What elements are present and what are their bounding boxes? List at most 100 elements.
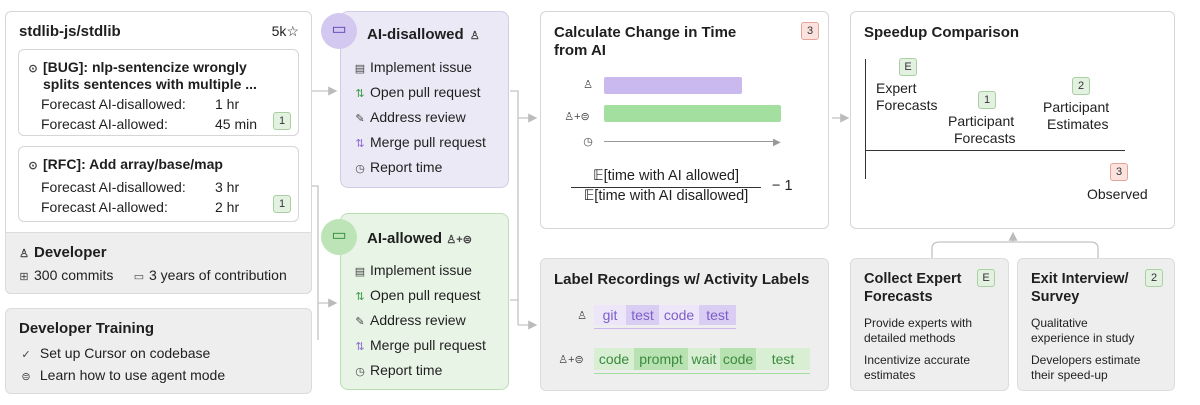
- clock-icon: ◷: [355, 163, 365, 175]
- document-icon: ▤: [354, 63, 366, 75]
- exit-interview-card: Exit Interview/ Survey 2 Qualitative exp…: [1017, 258, 1175, 391]
- activity-segment: code: [720, 348, 756, 370]
- forecast-allowed-value: 2 hr: [215, 199, 240, 215]
- star-icon: ☆: [286, 23, 299, 39]
- person-icon: ♙: [577, 310, 587, 322]
- time-axis: [604, 141, 776, 142]
- speedup-comparison-card: Speedup Comparison E Expert Forecasts 1 …: [850, 11, 1175, 229]
- exit-card-text: their speed-up: [1031, 368, 1108, 382]
- activity-axis: [594, 373, 810, 374]
- clock-icon: ◷: [355, 366, 365, 378]
- step-review: ✎ Address review: [353, 109, 465, 125]
- person-robot-icon: ♙+⊜: [446, 234, 472, 246]
- label-recordings-title: Label Recordings w/ Activity Labels: [554, 271, 810, 288]
- forecast-disallowed-label: Forecast AI-disallowed:: [41, 179, 186, 195]
- step-badge: E: [977, 269, 995, 287]
- person-icon: ♙: [469, 30, 480, 42]
- robot-icon: ⊜: [21, 371, 31, 383]
- calendar-icon: ▭: [133, 271, 145, 283]
- issue-title: ⊙ [RFC]: Add array/base/map: [26, 156, 223, 172]
- developer-title: ♙ Developer: [17, 244, 106, 261]
- person-icon: ♙: [19, 248, 29, 260]
- laptop-icon: ▭: [321, 13, 357, 49]
- pull-request-icon: ⇅: [355, 88, 365, 100]
- expert-badge: E: [899, 58, 917, 76]
- laptop-icon: ▭: [321, 219, 357, 255]
- person-robot-icon: ♙+⊜: [558, 354, 584, 366]
- step-badge: 1: [273, 195, 291, 213]
- activity-segment: prompt: [634, 348, 688, 370]
- exit-card-text: Developers estimate: [1031, 353, 1141, 367]
- activity-segment: test: [699, 305, 736, 325]
- edit-icon: ✎: [355, 316, 365, 328]
- forecast-disallowed-value: 3 hr: [215, 179, 240, 195]
- forecast-disallowed-label: Forecast AI-disallowed:: [41, 96, 186, 112]
- y-axis: [865, 59, 866, 179]
- expert-card-text: Provide experts with: [864, 316, 973, 330]
- expert-card-title-cont: Forecasts: [864, 289, 933, 305]
- step-badge: 1: [273, 112, 291, 130]
- step-badge: 3: [801, 22, 819, 40]
- repo-name: stdlib-js/stdlib: [19, 23, 121, 40]
- step-review: ✎ Address review: [353, 312, 465, 328]
- developer-commits: ⊞ 300 commits: [17, 267, 113, 283]
- participant-estimate-label: Participant: [1043, 99, 1110, 115]
- exit-card-text: experience in study: [1031, 331, 1135, 345]
- forecast-allowed-label: Forecast AI-allowed:: [41, 199, 168, 215]
- expert-card-text: detailed methods: [864, 331, 956, 345]
- activity-segment: code: [659, 305, 699, 325]
- bar-disallowed: [604, 77, 742, 94]
- step-open-pr: ⇅ Open pull request: [353, 287, 480, 303]
- bar-allowed: [604, 105, 781, 122]
- ai-allowed-title: AI-allowed ♙+⊜: [367, 230, 472, 247]
- step-merge: ⇅ Merge pull request: [353, 337, 486, 353]
- formula-numerator: 𝔼[time with AI allowed]: [593, 168, 739, 184]
- forecast-allowed-label: Forecast AI-allowed:: [41, 116, 168, 132]
- activity-segment: test: [756, 348, 810, 370]
- training-item: ⊜ Learn how to use agent mode: [19, 367, 225, 383]
- issue-card[interactable]: ⊙ [BUG]: nlp-sentencize wrongly splits se…: [18, 49, 299, 136]
- training-item: ✓ Set up Cursor on codebase: [19, 345, 210, 361]
- step-badge: 2: [1145, 269, 1163, 287]
- forecast-allowed-value: 45 min: [215, 116, 258, 132]
- step-report: ◷ Report time: [353, 362, 442, 378]
- issue-open-icon: ⊙: [28, 63, 38, 75]
- repo-stars: 5k☆: [271, 23, 299, 39]
- step-report: ◷ Report time: [353, 159, 442, 175]
- x-axis: [865, 150, 1125, 151]
- calc-title-cont: from AI: [554, 42, 606, 59]
- step-implement: ▤ Implement issue: [354, 262, 472, 278]
- observed-badge: 3: [1110, 163, 1128, 181]
- participant-estimate-label-cont: Estimates: [1047, 116, 1109, 132]
- check-icon: ✓: [21, 349, 31, 361]
- issue-title: ⊙ [BUG]: nlp-sentencize wrongly: [26, 59, 246, 75]
- calc-title: Calculate Change in Time: [554, 24, 737, 41]
- developer-card: ♙ Developer ⊞ 300 commits ▭ 3 years of cont…: [5, 232, 312, 294]
- issue-card[interactable]: ⊙ [RFC]: Add array/base/map Forecast AI-d…: [18, 146, 299, 222]
- activity-segment: wait: [688, 348, 720, 370]
- expert-card-text: Incentivize accurate: [864, 353, 971, 367]
- step-open-pr: ⇅ Open pull request: [353, 84, 480, 100]
- issue-title-cont: splits sentences with multiple ...: [43, 76, 257, 92]
- training-title: Developer Training: [19, 320, 155, 337]
- person-robot-icon: ♙+⊜: [564, 111, 590, 123]
- activity-timeline-ai: code prompt wait code test: [594, 348, 810, 370]
- activity-segment: test: [626, 305, 659, 325]
- calculate-change-card: Calculate Change in Time from AI 3 ♙ ♙+⊜…: [540, 11, 829, 229]
- formula-fraction-bar: [571, 187, 761, 188]
- edit-icon: ✎: [355, 113, 365, 125]
- expert-label-cont: Forecasts: [876, 97, 938, 113]
- ai-disallowed-card: [340, 11, 509, 188]
- clock-icon: ◷: [583, 136, 593, 148]
- expert-card-title: Collect Expert: [864, 271, 962, 287]
- ai-allowed-card: [340, 213, 509, 390]
- step-merge: ⇅ Merge pull request: [353, 134, 486, 150]
- merge-icon: ⇅: [355, 341, 365, 353]
- person-icon: ♙: [583, 79, 593, 91]
- document-icon: ▤: [354, 266, 366, 278]
- developer-years: ▭ 3 years of contribution: [133, 267, 287, 283]
- forecast-disallowed-value: 1 hr: [215, 96, 240, 112]
- expert-label: Expert: [876, 80, 917, 96]
- step-implement: ▤ Implement issue: [354, 59, 472, 75]
- expert-card-text: estimates: [864, 368, 916, 382]
